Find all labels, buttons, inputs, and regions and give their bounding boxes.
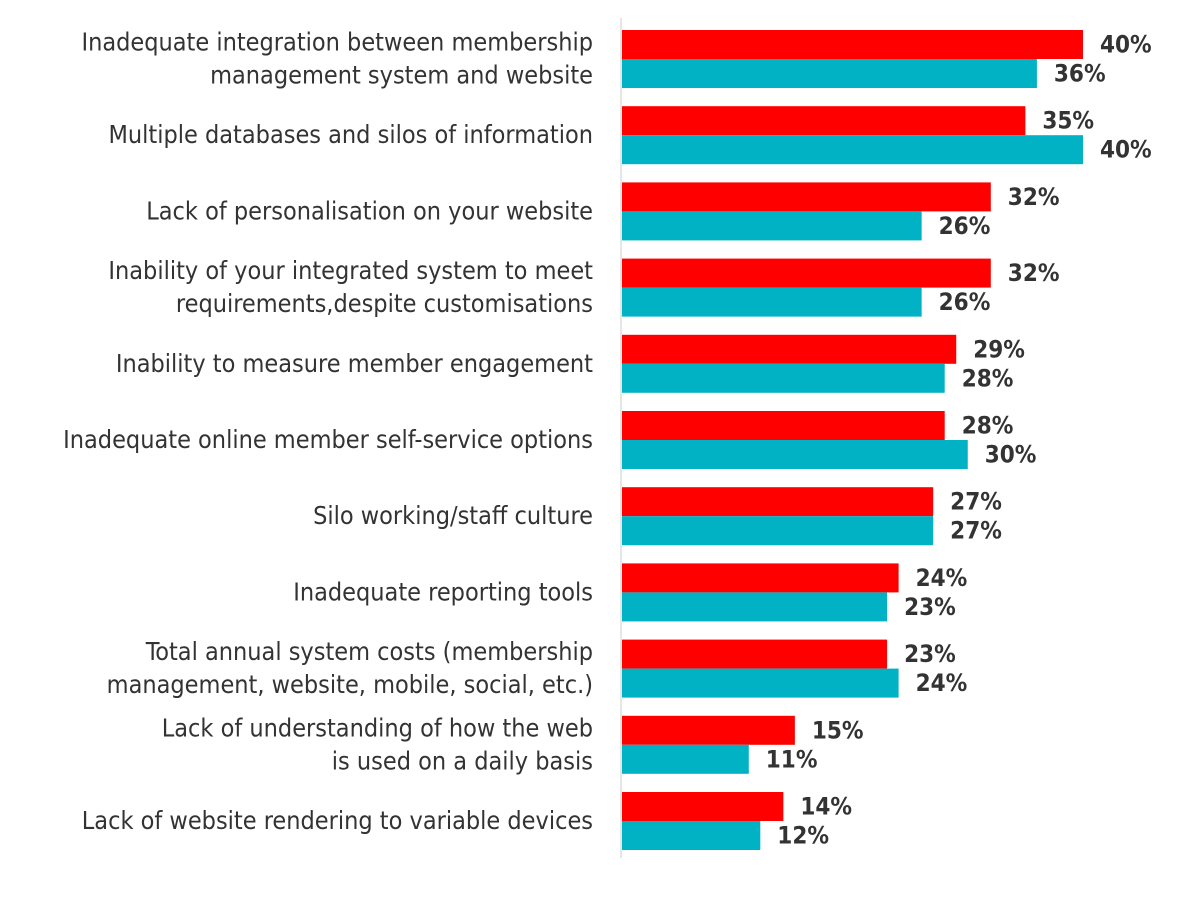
bar-series-2 [622, 211, 922, 241]
data-label: 26% [939, 212, 991, 240]
bars [622, 30, 1083, 850]
category-label-line: Lack of personalisation on your website [146, 196, 593, 225]
category-label: Inadequate integration between membershi… [81, 28, 593, 90]
data-label: 40% [1100, 136, 1152, 164]
bar-series-1 [622, 792, 784, 821]
category-label-line: requirements,despite customisations [176, 289, 593, 318]
bar-series-2 [622, 287, 922, 317]
category-label-line: Lack of website rendering to variable de… [82, 806, 593, 835]
bar-series-2 [622, 59, 1037, 88]
bar-series-2 [622, 821, 761, 850]
data-label: 35% [1042, 107, 1094, 135]
data-label: 28% [962, 364, 1014, 392]
data-label: 32% [1008, 259, 1060, 287]
data-label: 11% [766, 745, 818, 773]
bar-series-2 [622, 668, 899, 698]
category-label-line: is used on a daily basis [332, 746, 593, 775]
data-label: 40% [1100, 31, 1152, 59]
category-label: Inadequate online member self-service op… [63, 425, 593, 454]
data-label: 28% [962, 412, 1014, 440]
data-label: 12% [777, 822, 829, 850]
bar-series-1 [622, 258, 991, 288]
category-label: Total annual system costs (membership man… [107, 637, 593, 699]
category-label-line: Lack of understanding of how the web [162, 713, 593, 742]
bar-series-2 [622, 363, 945, 393]
category-label-line: Inadequate reporting tools [293, 577, 593, 606]
category-label-line: Silo working/staff culture [313, 501, 593, 530]
category-label: Inability to measure member engagement [116, 349, 593, 378]
data-label: 26% [939, 288, 991, 316]
data-label: 27% [950, 488, 1002, 516]
category-label: Inability of your integrated system to m… [108, 256, 593, 318]
bar-series-1 [622, 639, 888, 669]
bar-series-1 [622, 411, 945, 440]
bar-series-1 [622, 487, 934, 517]
category-label-line: Total annual system costs (membership [145, 637, 593, 666]
category-label-line: management, website, mobile, social, etc… [107, 670, 593, 699]
bar-series-1 [622, 30, 1083, 59]
data-label: 29% [973, 335, 1025, 363]
data-label: 27% [950, 517, 1002, 545]
category-label: Multiple databases and silos of informat… [109, 120, 594, 149]
bar-series-1 [622, 106, 1026, 136]
data-label: 15% [812, 716, 864, 744]
bar-series-1 [622, 715, 795, 745]
category-label: Lack of understanding of how the web is u… [162, 713, 593, 775]
category-labels: Inadequate integration between membershi… [63, 28, 593, 836]
bar-series-2 [622, 135, 1083, 165]
category-label-line: Inadequate online member self-service op… [63, 425, 593, 454]
value-labels: 40%36%35%40%32%26%32%26%29%28%28%30%27%2… [766, 31, 1152, 850]
category-label: Lack of personalisation on your website [146, 196, 593, 225]
bar-series-2 [622, 744, 749, 774]
bar-series-1 [622, 334, 957, 364]
category-label-line: Inability of your integrated system to m… [108, 256, 593, 285]
category-label-line: Inadequate integration between membershi… [81, 28, 593, 57]
bar-series-1 [622, 563, 899, 593]
bar-series-2 [622, 440, 968, 469]
data-label: 23% [904, 640, 956, 668]
bar-series-2 [622, 516, 934, 546]
data-label: 24% [916, 669, 968, 697]
data-label: 23% [904, 593, 956, 621]
category-label-line: Multiple databases and silos of informat… [109, 120, 594, 149]
data-label: 30% [985, 441, 1037, 469]
category-label-line: Inability to measure member engagement [116, 349, 593, 378]
data-label: 32% [1008, 183, 1060, 211]
category-label: Lack of website rendering to variable de… [82, 806, 593, 835]
category-label-line: management system and website [210, 61, 593, 90]
data-label: 14% [800, 793, 852, 821]
data-label: 24% [916, 564, 968, 592]
category-label: Silo working/staff culture [313, 501, 593, 530]
data-label: 36% [1054, 60, 1106, 88]
category-label: Inadequate reporting tools [293, 577, 593, 606]
bar-series-2 [622, 592, 888, 622]
bar-series-1 [622, 182, 991, 212]
